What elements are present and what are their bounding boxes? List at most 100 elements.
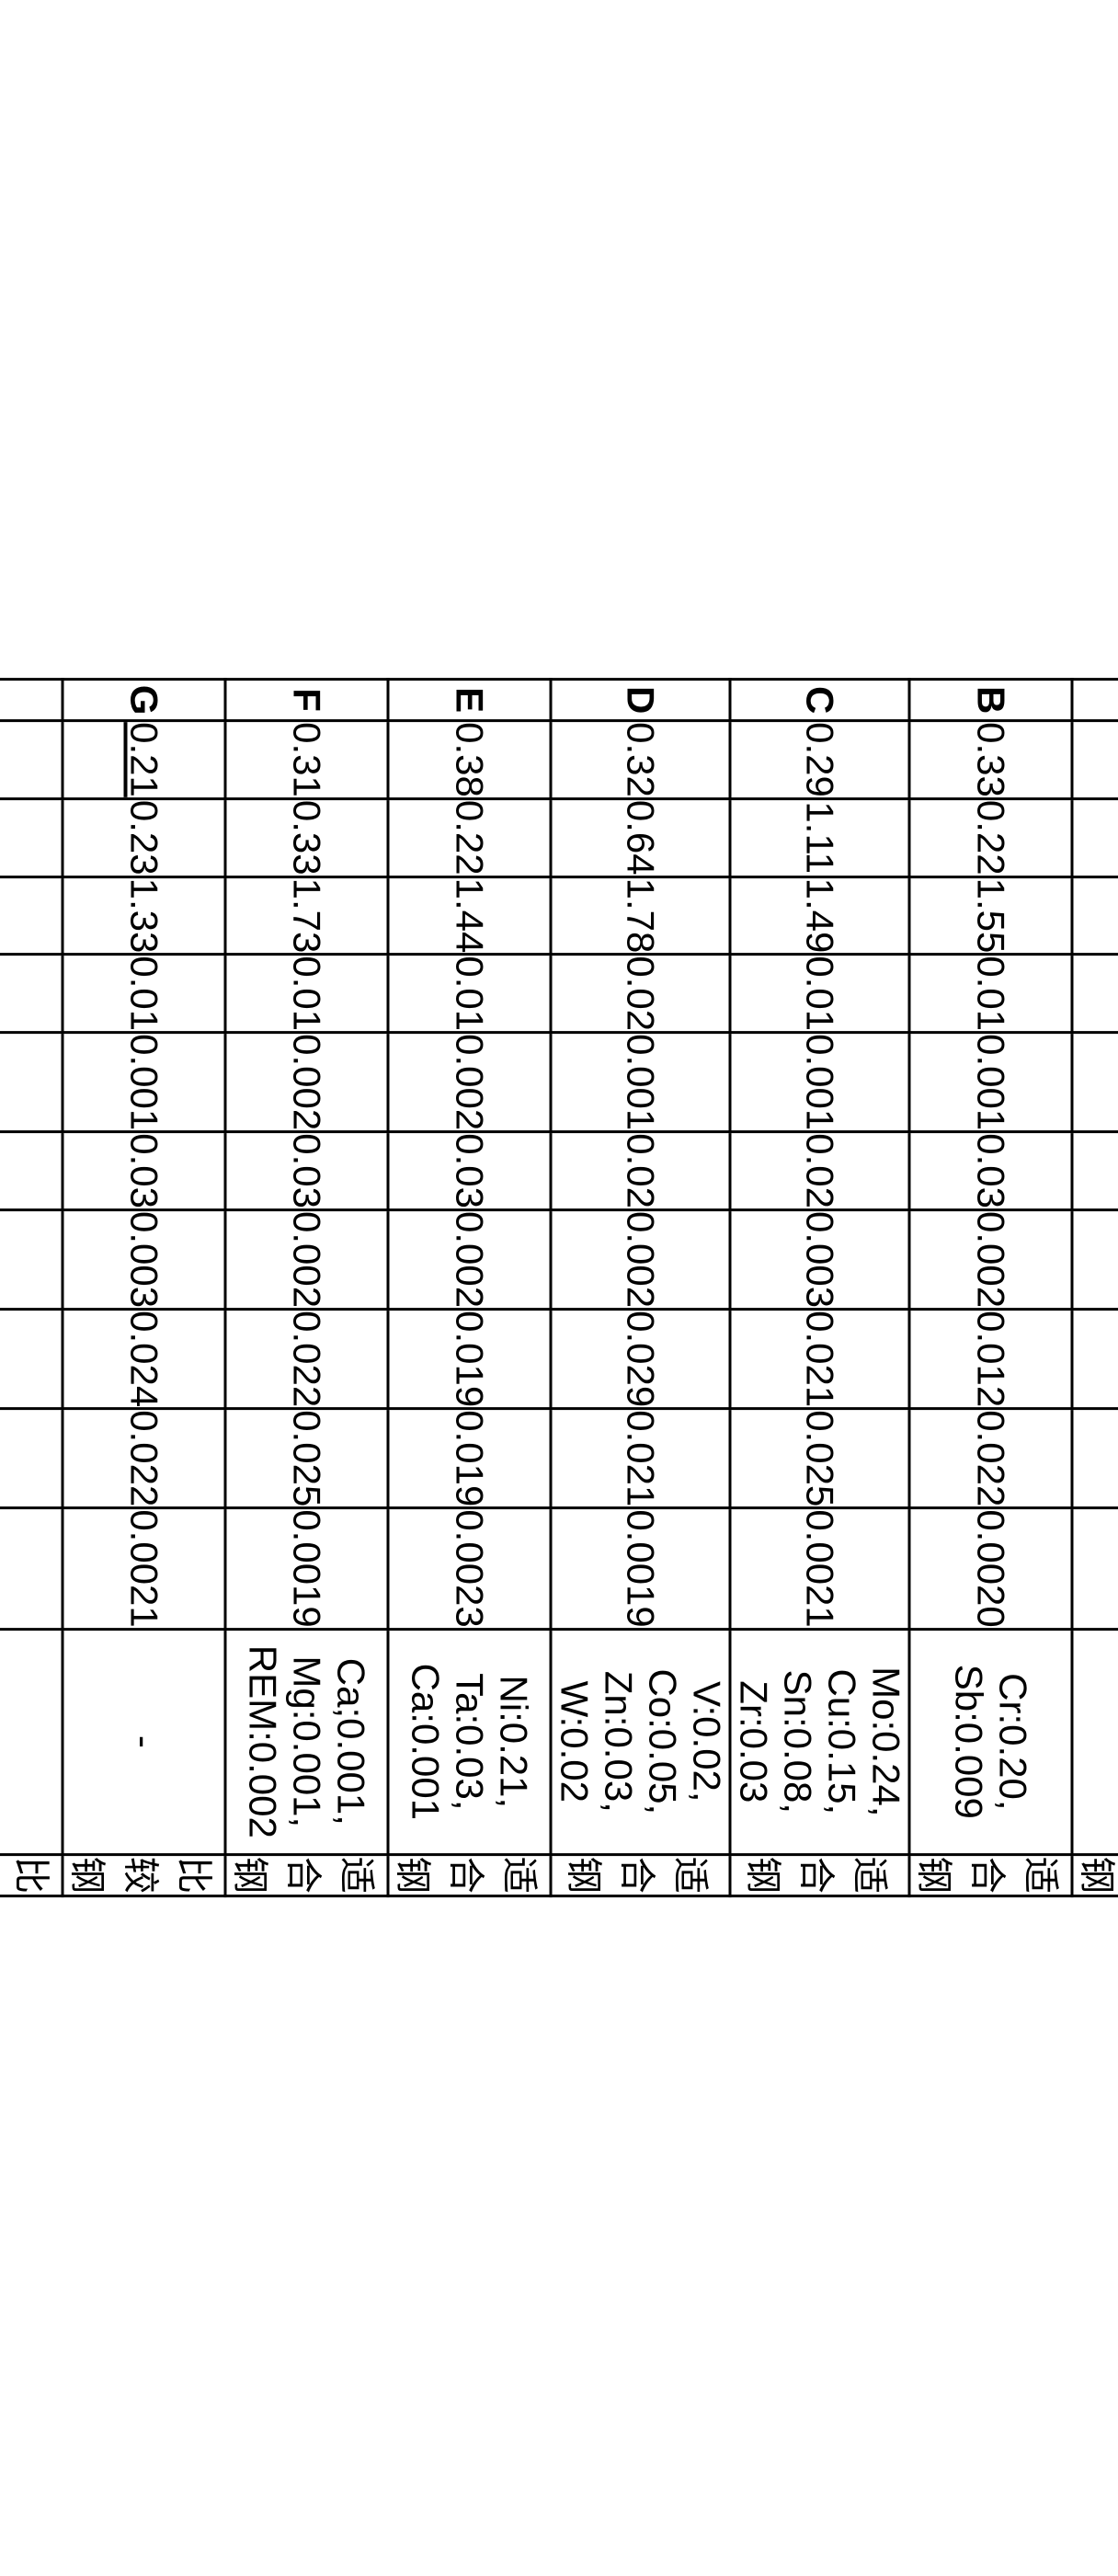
cell-nb: 0.029	[551, 1310, 730, 1409]
cell-al: 0.03	[388, 1132, 551, 1210]
cell-s: 0.002	[388, 1033, 551, 1132]
cell-b: 0.0021	[63, 1508, 225, 1629]
cell-mn: 1.55	[909, 876, 1072, 955]
cell-b: 0.0019	[551, 1508, 730, 1629]
cell-al: 0.03	[1072, 1132, 1118, 1210]
steel-type: G	[63, 680, 225, 721]
cell-other: Mo:0.24, Cu:0.15, Sn:0.08, Zr:0.03	[730, 1629, 909, 1854]
cell-ti: 0.025	[730, 1409, 909, 1508]
cell-ti: 0.021	[551, 1409, 730, 1508]
cell-c: 0.29	[730, 721, 909, 799]
cell-s: 0.002	[225, 1033, 388, 1132]
cell-n: 0.002	[225, 1209, 388, 1309]
cell-p: 0.01	[730, 955, 909, 1033]
cell-si: 1.11	[730, 798, 909, 876]
cell-ti: 0.019	[388, 1409, 551, 1508]
cell-nb: 0.022	[225, 1310, 388, 1409]
cell-b: 0.0015	[1072, 1508, 1118, 1629]
cell-si: 0.34	[0, 798, 63, 876]
cell-al: 0.02	[551, 1132, 730, 1210]
cell-c: 0.38	[388, 721, 551, 799]
table-row: F0.310.331.730.010.0020.030.0020.0220.02…	[225, 680, 388, 1896]
table-row: H0.480.341.880.010.0010.030.0020.0210.03…	[0, 680, 63, 1896]
cell-b: 0.0021	[730, 1508, 909, 1629]
cell-si: 0.22	[388, 798, 551, 876]
cell-other: -	[1072, 1629, 1118, 1854]
cell-n: 0.003	[63, 1209, 225, 1309]
cell-si: 0.33	[225, 798, 388, 876]
cell-remark: 适合钢	[730, 1854, 909, 1895]
cell-s: 0.001	[1072, 1033, 1118, 1132]
cell-other: -	[63, 1629, 225, 1854]
table-row: G0.210.231.330.010.0010.030.0030.0240.02…	[63, 680, 225, 1896]
cell-mn: 1.44	[388, 876, 551, 955]
cell-n: 0.002	[551, 1209, 730, 1309]
cell-n: 0.002	[0, 1209, 63, 1309]
cell-other: Ni:0.21, Ta:0.03, Ca:0.001	[388, 1629, 551, 1854]
cell-remark: 适合钢	[388, 1854, 551, 1895]
cell-c: 0.33	[909, 721, 1072, 799]
cell-mn: 1.73	[225, 876, 388, 955]
cell-c: 0.48	[0, 721, 63, 799]
cell-remark: 适合钢	[225, 1854, 388, 1895]
cell-b: 0.0019	[225, 1508, 388, 1629]
cell-nb: 0.034	[1072, 1310, 1118, 1409]
table-row: C0.291.111.490.010.0010.020.0030.0210.02…	[730, 680, 909, 1896]
cell-remark: 适合钢	[551, 1854, 730, 1895]
cell-p: 0.01	[909, 955, 1072, 1033]
cell-al: 0.03	[63, 1132, 225, 1210]
table-row: D0.320.641.780.020.0010.020.0020.0290.02…	[551, 680, 730, 1896]
cell-remark: 适合钢	[909, 1854, 1072, 1895]
cell-p: 0.01	[63, 955, 225, 1033]
cell-other: V:0.02, Co:0.05, Zn:0.03, W:0.02	[551, 1629, 730, 1854]
cell-mn: 1.77	[1072, 876, 1118, 955]
cell-si: 0.22	[909, 798, 1072, 876]
cell-ti: 0.025	[225, 1409, 388, 1508]
cell-s: 0.001	[63, 1033, 225, 1132]
cell-c: 0.21	[63, 721, 225, 799]
cell-al: 0.03	[225, 1132, 388, 1210]
cell-ti: 0.025	[1072, 1409, 1118, 1508]
cell-p: 0.01	[225, 955, 388, 1033]
cell-remark: 比较钢	[0, 1854, 63, 1895]
cell-n: 0.002	[388, 1209, 551, 1309]
cell-mn: 1.49	[730, 876, 909, 955]
cell-mn: 1.33	[63, 876, 225, 955]
cell-mn: 1.88	[0, 876, 63, 955]
cell-p: 0.02	[551, 955, 730, 1033]
cell-ti: 0.022	[63, 1409, 225, 1508]
cell-nb: 0.019	[388, 1310, 551, 1409]
steel-type: A	[1072, 680, 1118, 721]
cell-si: 0.64	[551, 798, 730, 876]
cell-s: 0.001	[0, 1033, 63, 1132]
cell-c: 0.32	[551, 721, 730, 799]
cell-c: 0.34	[1072, 721, 1118, 799]
steel-type: B	[909, 680, 1072, 721]
cell-s: 0.001	[730, 1033, 909, 1132]
steel-type: C	[730, 680, 909, 721]
steel-type: D	[551, 680, 730, 721]
cell-nb: 0.021	[730, 1310, 909, 1409]
cell-ti: 0.022	[909, 1409, 1072, 1508]
cell-b: 0.0020	[909, 1508, 1072, 1629]
cell-si: 0.23	[63, 798, 225, 876]
cell-n: 0.002	[1072, 1209, 1118, 1309]
cell-al: 0.03	[909, 1132, 1072, 1210]
cell-b: 0.0022	[0, 1508, 63, 1629]
cell-nb: 0.012	[909, 1310, 1072, 1409]
cell-p: 0.01	[0, 955, 63, 1033]
cell-ti: 0.031	[0, 1409, 63, 1508]
cell-n: 0.003	[730, 1209, 909, 1309]
cell-other: -	[0, 1629, 63, 1854]
cell-mn: 1.78	[551, 876, 730, 955]
cell-p: 0.01	[388, 955, 551, 1033]
composition-table: 钢种 成分组成 (质量%) 备注 C Si Mn P S Al N Nb Ti …	[0, 678, 1118, 1897]
table-row: A0.340.341.770.010.0010.030.0020.0340.02…	[1072, 680, 1118, 1896]
steel-type: H	[0, 680, 63, 721]
cell-b: 0.0023	[388, 1508, 551, 1629]
cell-other: Ca;0.001, Mg:0.001, REM:0.002	[225, 1629, 388, 1854]
cell-remark: 比较钢	[63, 1854, 225, 1895]
cell-other: Cr:0.20, Sb:0.009	[909, 1629, 1072, 1854]
steel-type: F	[225, 680, 388, 721]
cell-s: 0.001	[909, 1033, 1072, 1132]
